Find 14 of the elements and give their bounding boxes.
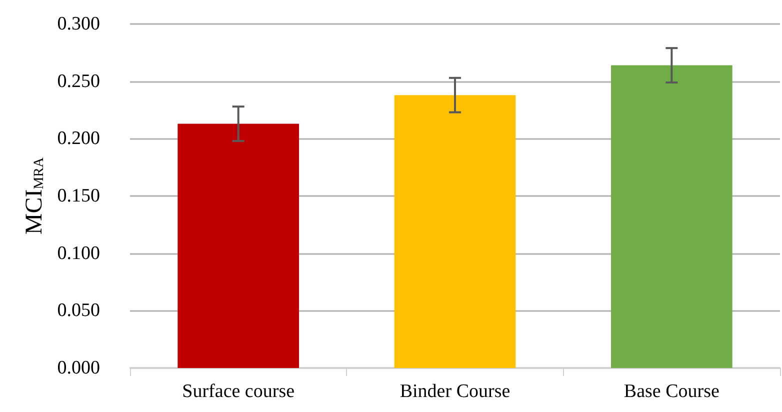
x-tick-label: Surface course xyxy=(182,381,295,402)
x-tick-label: Binder Course xyxy=(400,381,510,402)
y-tick-label: 0.300 xyxy=(57,14,100,34)
y-tick-label: 0.050 xyxy=(57,300,100,322)
y-tick-label: 0.250 xyxy=(57,70,100,92)
bar xyxy=(178,124,299,368)
y-axis-title: MCIMRA xyxy=(21,156,48,235)
x-tick-label: Base Course xyxy=(624,381,720,402)
y-tick-label: 0.150 xyxy=(57,186,100,206)
y-tick-label: 0.100 xyxy=(57,242,100,264)
bar xyxy=(394,95,516,368)
bar xyxy=(611,65,732,368)
y-tick-label: 0.200 xyxy=(57,128,100,150)
y-tick-label: 0.000 xyxy=(57,358,100,378)
